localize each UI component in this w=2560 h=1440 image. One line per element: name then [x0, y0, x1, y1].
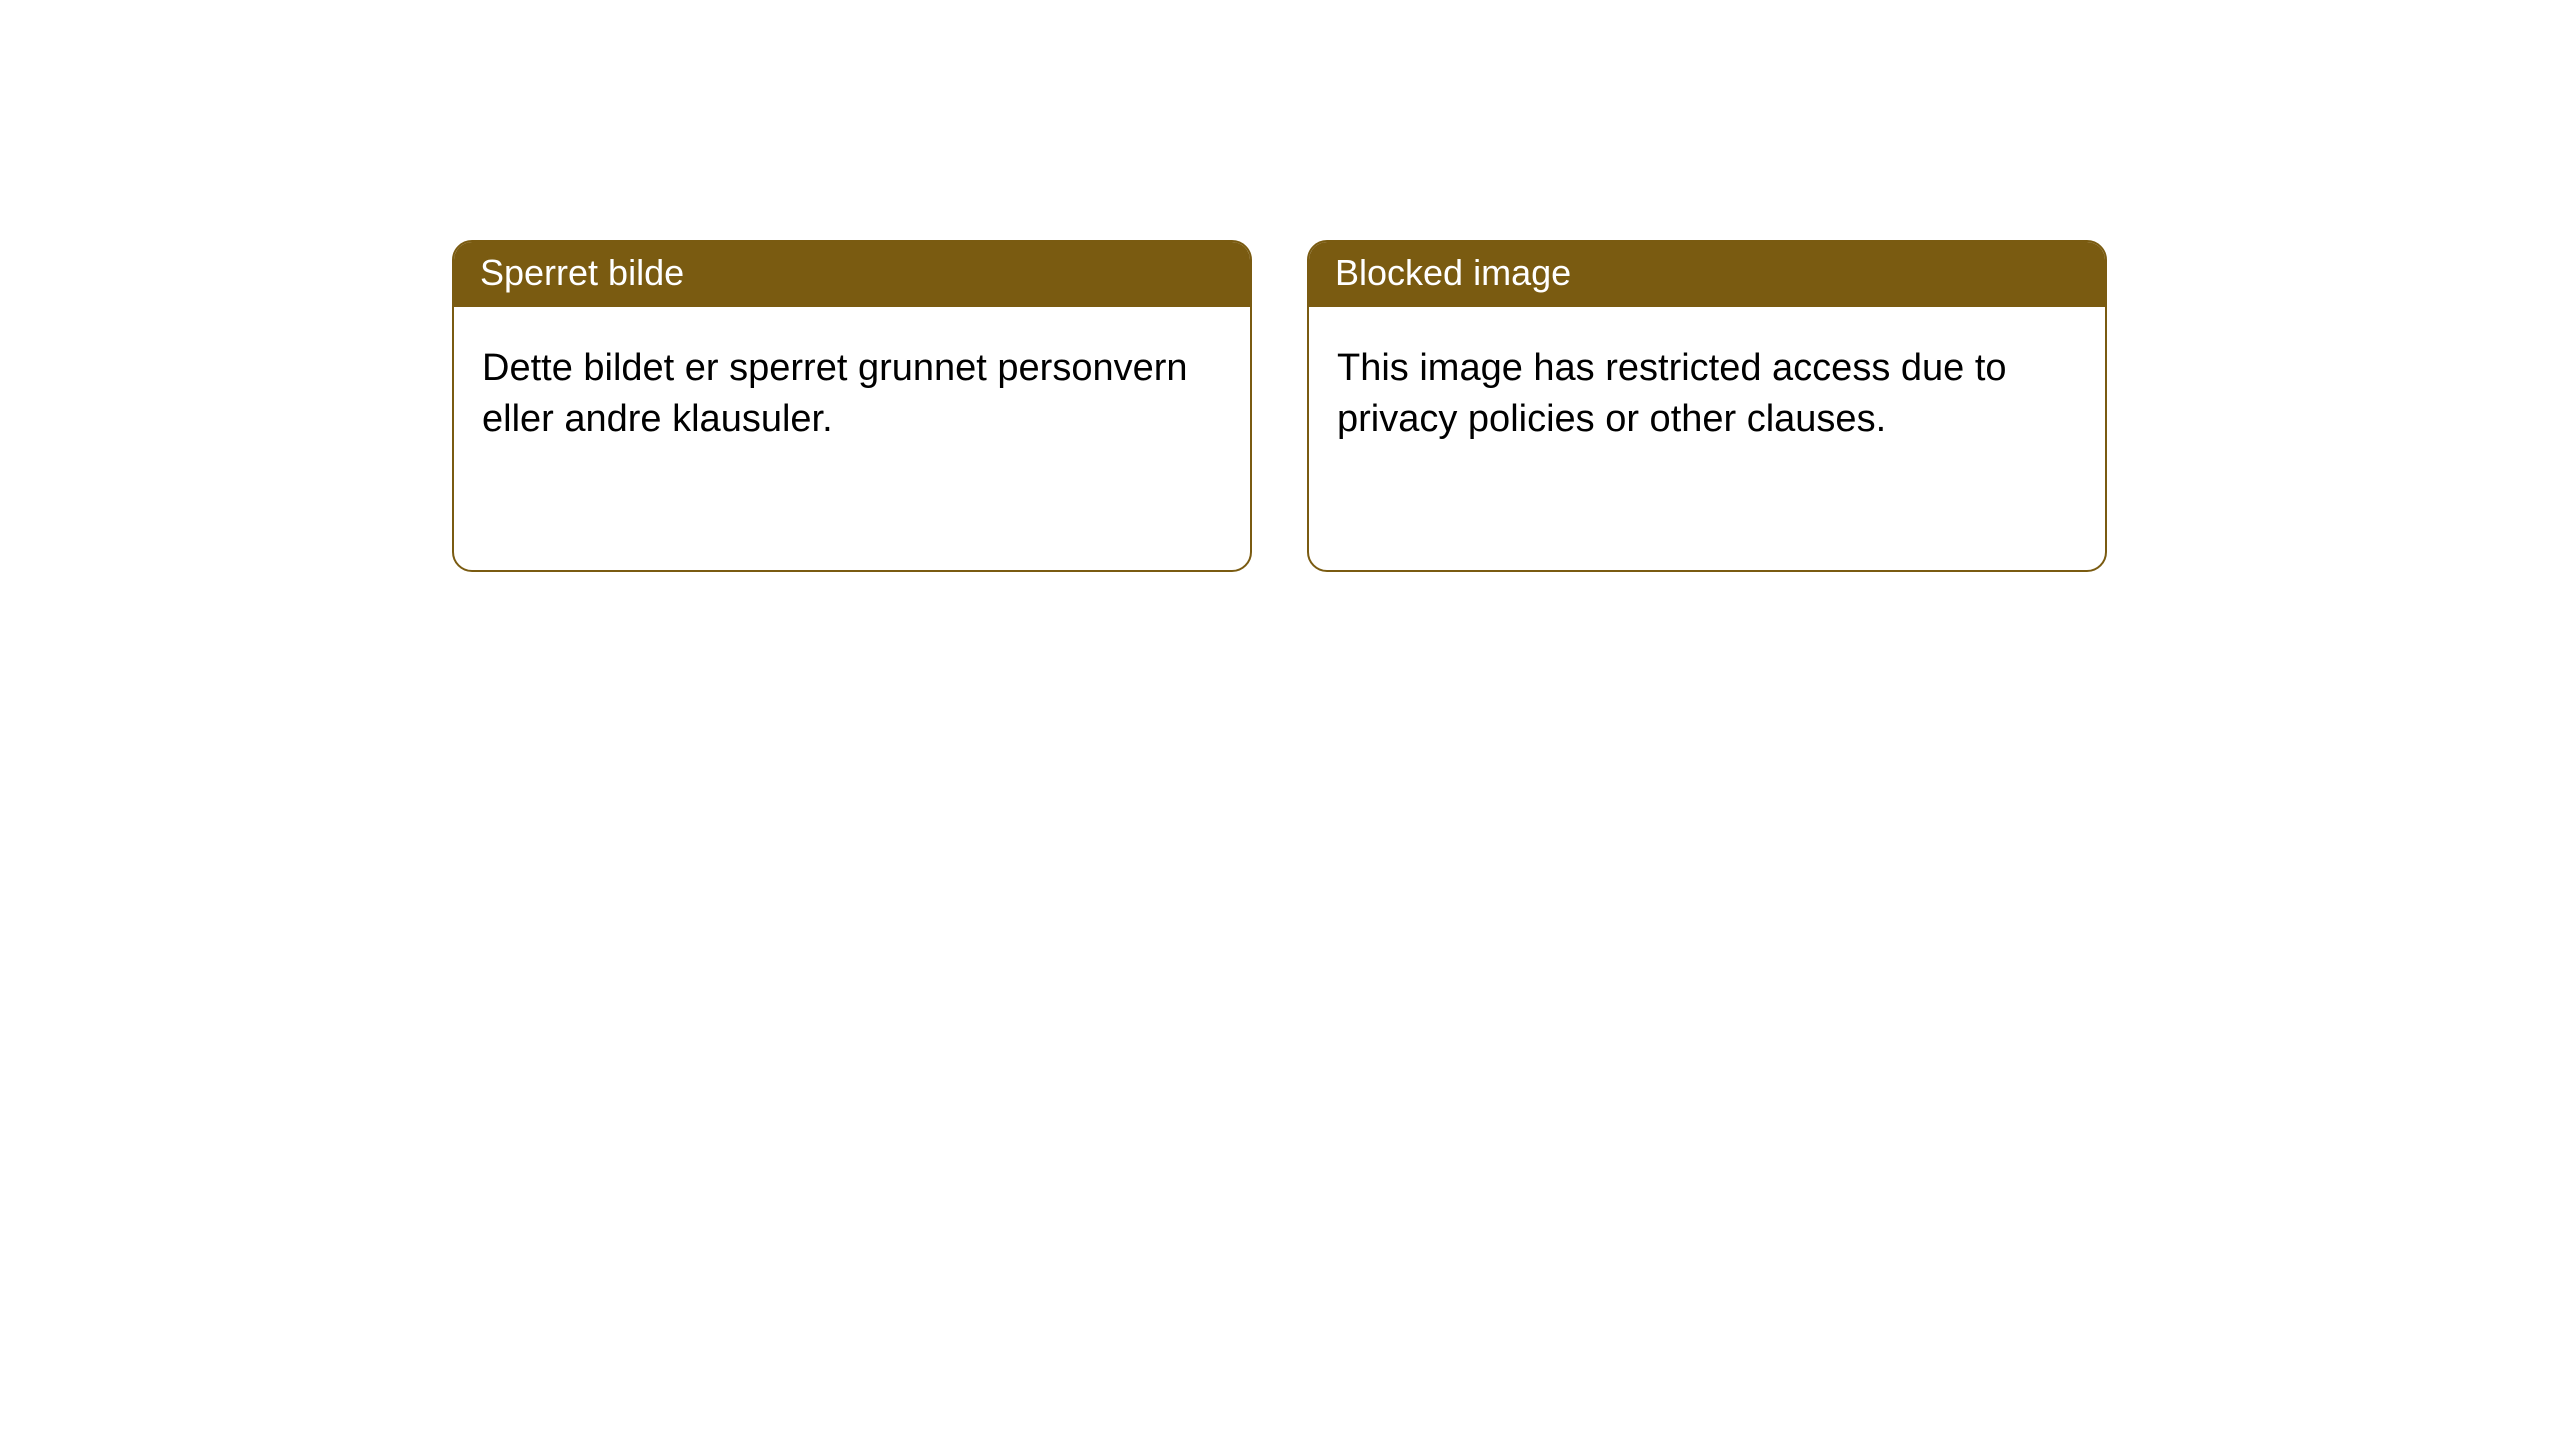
notice-header-norwegian: Sperret bilde	[454, 242, 1250, 307]
notice-container: Sperret bilde Dette bildet er sperret gr…	[452, 240, 2107, 572]
notice-card-norwegian: Sperret bilde Dette bildet er sperret gr…	[452, 240, 1252, 572]
notice-body-norwegian: Dette bildet er sperret grunnet personve…	[454, 307, 1250, 482]
notice-card-english: Blocked image This image has restricted …	[1307, 240, 2107, 572]
notice-title-english: Blocked image	[1335, 252, 1571, 293]
notice-title-norwegian: Sperret bilde	[480, 252, 684, 293]
notice-header-english: Blocked image	[1309, 242, 2105, 307]
notice-text-norwegian: Dette bildet er sperret grunnet personve…	[482, 347, 1188, 440]
notice-body-english: This image has restricted access due to …	[1309, 307, 2105, 482]
notice-text-english: This image has restricted access due to …	[1337, 347, 2007, 440]
